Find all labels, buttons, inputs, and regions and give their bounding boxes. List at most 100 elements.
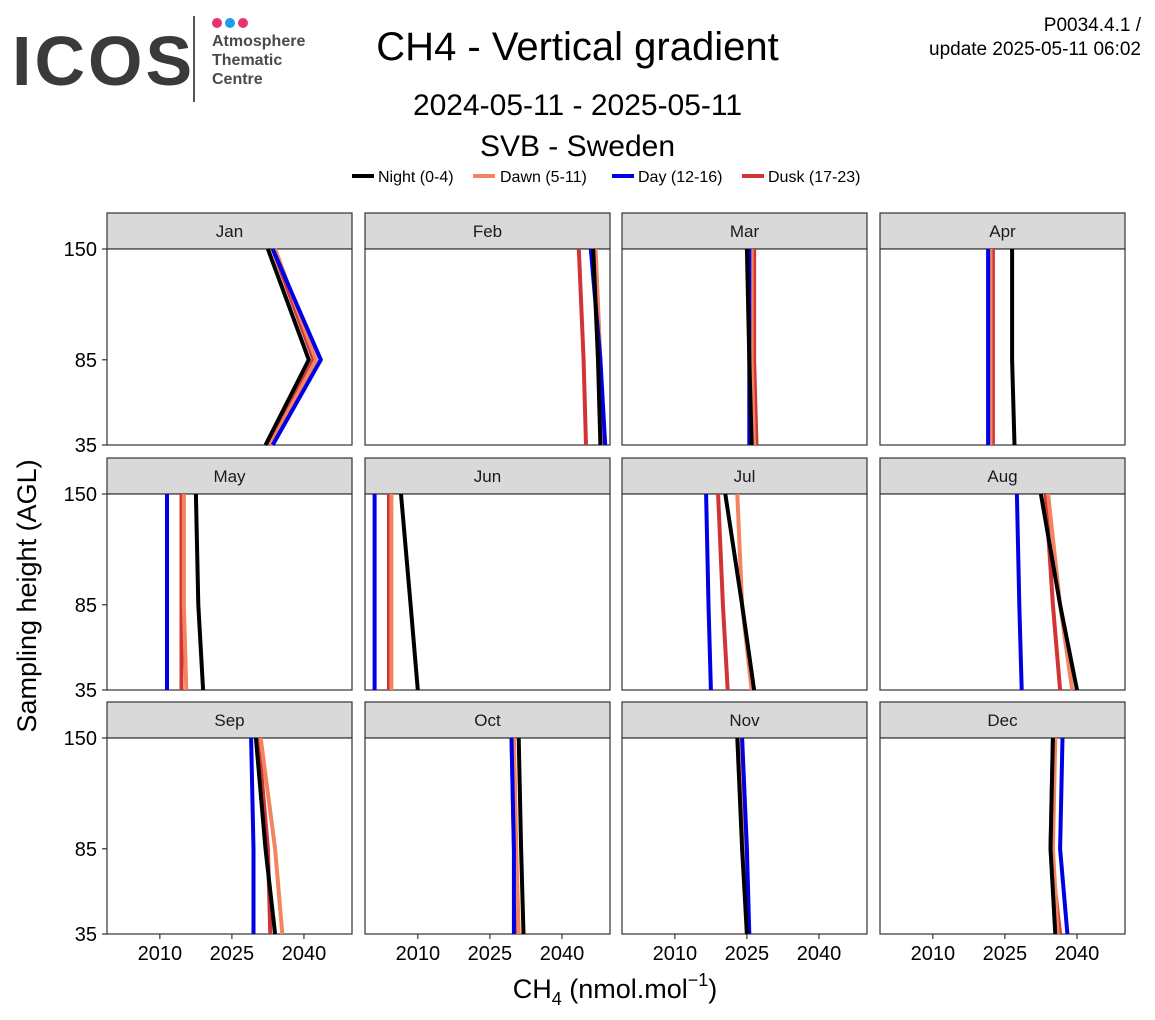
series-line [181, 494, 189, 691]
series-line [576, 248, 588, 446]
y-tick-label: 35 [75, 924, 97, 946]
x-tick-label: 2025 [983, 943, 1028, 965]
panel-plot-area [364, 737, 611, 935]
panel-month-label: May [213, 467, 246, 486]
logo-dots [212, 15, 251, 28]
panel-month-label: Jan [216, 222, 243, 241]
series-line [1058, 737, 1070, 935]
series-line [263, 248, 311, 446]
series-line [399, 493, 420, 691]
x-tick-label: 2010 [138, 943, 183, 965]
panel-month-label: Oct [474, 711, 501, 730]
chart-station: SVB - Sweden [479, 130, 676, 163]
chart-title: CH4 - Vertical gradient [376, 25, 779, 69]
logo-dot-3 [238, 18, 248, 28]
y-tick-label: 35 [75, 435, 97, 457]
series-line [704, 493, 713, 691]
panel-strip [621, 701, 868, 739]
y-tick-label: 35 [75, 680, 97, 702]
panel-strip [106, 457, 353, 495]
x-tick-label: 2040 [282, 943, 327, 965]
panel-plot-area [106, 737, 353, 935]
logo-dot-2 [225, 18, 235, 28]
logo-wordmark: ICOS [12, 22, 196, 100]
panel-month-label: Mar [730, 222, 760, 241]
product-code: P0034.4.1 / [1043, 15, 1141, 36]
series-line [249, 737, 256, 934]
panel-plot-area [106, 493, 353, 691]
panel-month-label: Aug [987, 467, 1017, 486]
series-line [716, 493, 730, 691]
panel-strip [364, 212, 611, 250]
series-line [1010, 249, 1017, 446]
series-line [266, 248, 316, 446]
logo-line-3: Centre [212, 71, 263, 88]
panel-month-label: Jun [474, 467, 501, 486]
product-info: P0034.4.1 / update 2025-05-11 06:02 [929, 14, 1141, 62]
panel-month-label: Sep [214, 711, 244, 730]
panel-jun: Jun [364, 457, 611, 691]
series-line [749, 249, 757, 446]
panel-plot-area [879, 248, 1126, 446]
logo-divider [193, 16, 195, 102]
series-line [744, 248, 754, 446]
y-tick-label: 85 [75, 350, 97, 372]
chart-period: 2024-05-11 - 2025-05-11 [412, 89, 743, 122]
x-tick-label: 2025 [210, 943, 255, 965]
panel-strip [364, 701, 611, 739]
series-line [511, 737, 521, 935]
series-line [1014, 493, 1024, 691]
icos-logo: ICOS Atmosphere Thematic Centre [10, 12, 330, 107]
series-line [723, 493, 757, 691]
series-line [752, 249, 759, 446]
legend-label: Dawn (5-11) [500, 169, 587, 186]
series-line [1038, 493, 1079, 691]
panel-month-label: Jul [734, 467, 756, 486]
panel-may: May 35 85 150 [64, 457, 353, 702]
panel-aug: Aug [879, 457, 1126, 691]
panel-mar: Mar [621, 212, 868, 446]
panel-strip [106, 701, 353, 739]
panel-month-label: Dec [987, 711, 1018, 730]
panel-plot-area [879, 737, 1126, 935]
panel-plot-area [364, 248, 611, 446]
legend-label: Night (0-4) [378, 169, 454, 186]
series-line [1050, 737, 1060, 935]
series-line [740, 737, 752, 935]
series-line [1048, 737, 1058, 935]
series-line [193, 493, 206, 691]
panel-sep: Sep 35 85 150 2010 2025 2040 [64, 701, 353, 965]
series-line [253, 737, 278, 935]
series-line [509, 737, 516, 934]
logo-line-2: Thematic [212, 52, 283, 69]
panel-dec: Dec 2010 2025 2040 [879, 701, 1126, 965]
panel-strip [621, 212, 868, 250]
y-tick-label: 85 [75, 595, 97, 617]
panel-plot-area [879, 493, 1126, 691]
panel-month-label: Nov [729, 711, 760, 730]
x-tick-label: 2010 [653, 943, 698, 965]
panel-strip [106, 212, 353, 250]
y-axis-label: Sampling height (AGL) [12, 459, 42, 732]
panel-month-label: Feb [473, 222, 502, 241]
panel-oct: Oct 2010 2025 2040 [364, 701, 611, 965]
panel-strip [621, 457, 868, 495]
y-tick-label: 150 [64, 484, 97, 506]
logo-caption: Atmosphere Thematic Centre [212, 32, 305, 89]
update-timestamp: update 2025-05-11 06:02 [929, 39, 1141, 60]
x-tick-label: 2025 [725, 943, 770, 965]
panel-plot-area [621, 493, 868, 691]
panel-jul: Jul [621, 457, 868, 691]
series-line [258, 737, 285, 935]
x-tick-label: 2010 [396, 943, 441, 965]
panel-strip [364, 457, 611, 495]
logo-line-1: Atmosphere [212, 33, 306, 50]
legend: Night (0-4) Dawn (5-11) Day (12-16) Dusk (1… [352, 169, 860, 186]
panel-month-label: Apr [989, 222, 1016, 241]
x-tick-label: 2040 [797, 943, 842, 965]
legend-label: Day (12-16) [638, 169, 722, 186]
x-tick-label: 2025 [468, 943, 513, 965]
x-axis-label: CH4 (nmol.mol−1) [513, 970, 718, 1009]
series-line [516, 737, 526, 935]
